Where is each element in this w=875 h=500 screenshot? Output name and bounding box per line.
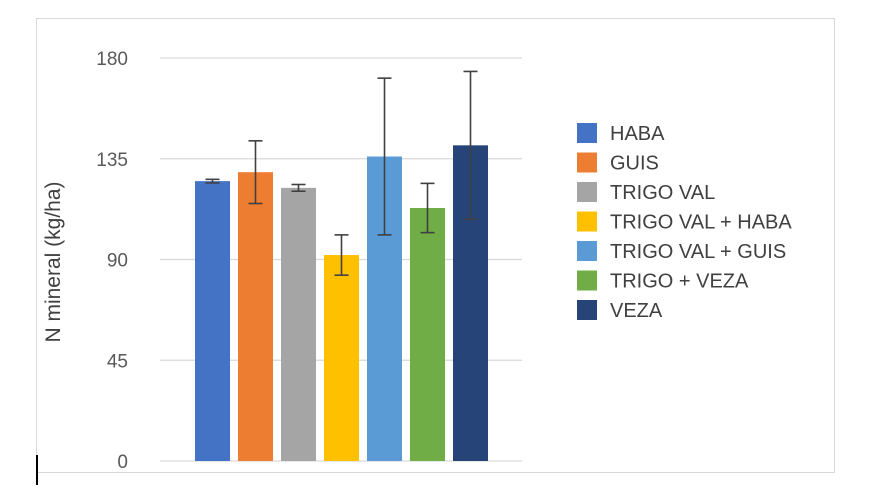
y-tick-label: 135 bbox=[96, 150, 128, 171]
legend-swatch bbox=[577, 241, 597, 261]
legend-swatch bbox=[577, 152, 597, 173]
legend-label: TRIGO VAL + GUIS bbox=[610, 241, 786, 263]
legend-swatch bbox=[577, 300, 597, 320]
bar-trigo-val bbox=[281, 187, 316, 461]
legend-swatch bbox=[577, 182, 597, 202]
legend-swatch bbox=[577, 211, 597, 232]
y-tick-label: 45 bbox=[107, 351, 128, 372]
bar-haba bbox=[195, 181, 230, 461]
bar-guis bbox=[238, 172, 273, 461]
legend-label: VEZA bbox=[610, 300, 663, 322]
legend-label: TRIGO VAL bbox=[610, 182, 715, 204]
y-tick-label: 90 bbox=[107, 251, 128, 272]
legend-label: GUIS bbox=[610, 153, 659, 175]
y-axis-title: N mineral (kg/ha) bbox=[42, 181, 65, 342]
legend-swatch bbox=[577, 270, 597, 291]
legend-swatch bbox=[577, 123, 597, 143]
y-tick-label: 0 bbox=[117, 452, 128, 473]
legend-label: TRIGO + VEZA bbox=[610, 271, 749, 293]
legend-label: TRIGO VAL + HABA bbox=[610, 212, 792, 234]
text-cursor bbox=[36, 455, 38, 485]
legend-label: HABA bbox=[610, 123, 665, 145]
bar-trigo-val-haba bbox=[324, 255, 359, 461]
y-tick-label: 180 bbox=[96, 49, 128, 70]
bar-trigo-veza bbox=[410, 208, 445, 461]
